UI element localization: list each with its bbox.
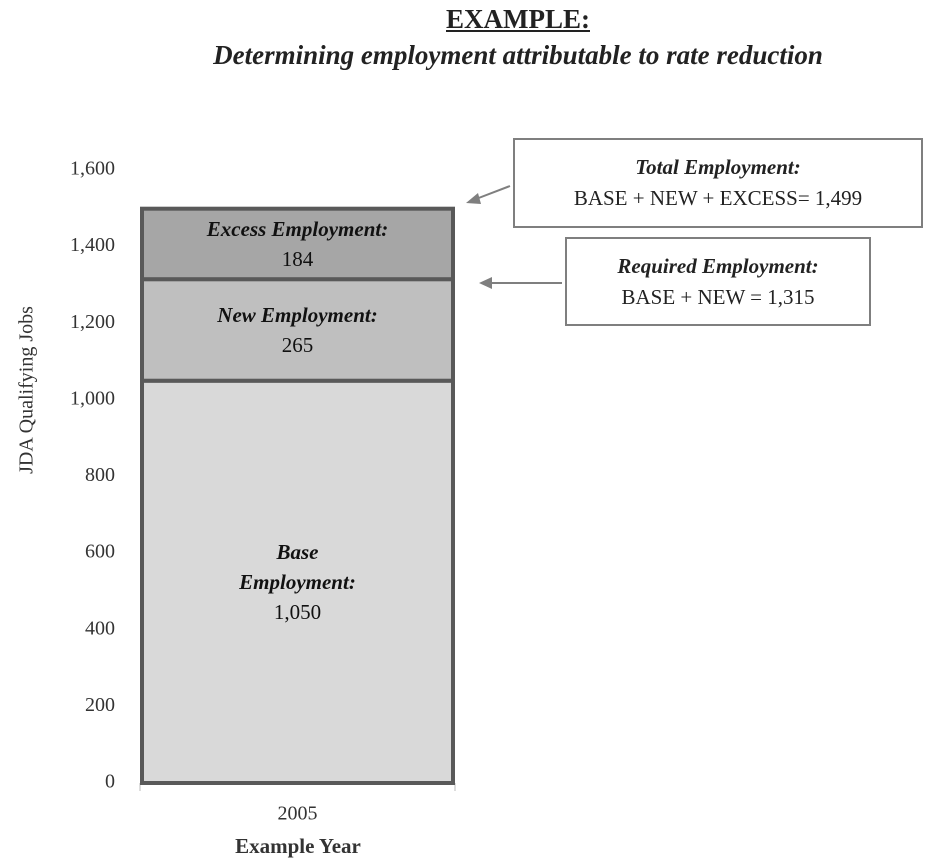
chart-title: EXAMPLE: [446,4,590,34]
series-name: Base Employment: [239,539,356,594]
arrowhead [479,277,492,289]
y-tick-label: 1,000 [70,387,115,409]
y-tick-label: 0 [105,771,115,793]
arrowhead [466,193,481,204]
series-name: Excess Employment: [206,216,389,241]
y-axis-label: JDA Qualifying Jobs [16,306,38,474]
segment-label: New Employment: 265 [142,279,453,381]
x-tick-label: 2005 [278,803,318,825]
annotation-text: BASE + NEW = 1,315 [621,284,815,309]
segment-label: Excess Employment: 184 [142,209,453,279]
arrow [475,185,511,200]
series-name: New Employment: [217,302,378,327]
bar-segment [140,206,455,282]
annotation-box: Required Employment: BASE + NEW = 1,315 [565,237,871,326]
y-tick-label: 1,600 [70,158,115,180]
x-axis-label: Example Year [235,834,361,858]
y-tick-label: 800 [85,464,115,486]
annotation-box: Total Employment: BASE + NEW + EXCESS= 1… [513,138,923,228]
y-tick-label: 600 [85,541,115,563]
value-label: 265 [281,332,314,357]
annotation-title: Required Employment: [617,253,819,278]
annotation-text: BASE + NEW + EXCESS= 1,499 [573,186,863,210]
annotation-title: Total Employment: [635,155,801,179]
value-label: 1,050 [273,599,322,624]
y-tick-label: 400 [85,617,115,639]
value-label: 184 [281,246,314,271]
y-tick-label: 1,400 [70,234,115,256]
y-tick-label: 1,200 [70,311,115,333]
segment-label: Base Employment: 1,050 [223,381,373,783]
y-tick-label: 200 [85,694,115,716]
chart-subtitle: Determining employment attributable to r… [213,40,823,70]
